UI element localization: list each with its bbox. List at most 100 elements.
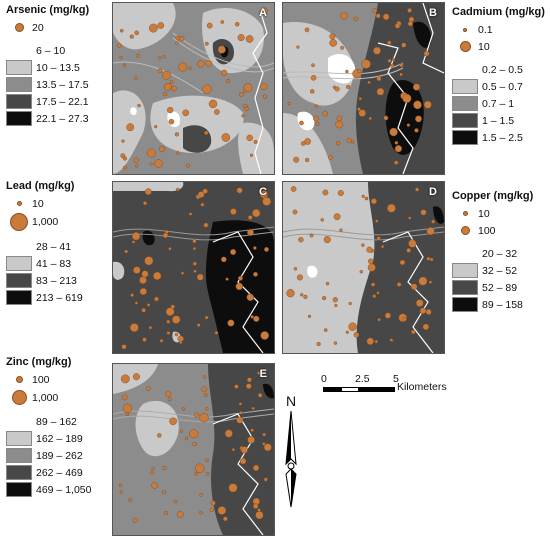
sample-point [206,471,210,476]
sample-point [350,140,355,144]
sample-point [361,194,365,198]
sample-point [372,294,377,299]
sample-point [250,428,254,432]
sample-point [132,373,140,381]
sample-point [253,246,257,250]
sample-point [159,338,164,343]
sample-point [422,323,430,331]
sample-point [423,50,430,57]
legend-class-label: 20 – 32 [482,247,518,260]
sample-point [192,246,197,251]
sample-point [370,282,376,287]
sample-point [136,53,141,58]
legend-title: Zinc (mg/kg) [6,356,72,368]
sample-point [162,490,167,495]
legend-class-row: 213 – 619 [6,289,83,306]
sample-point [192,261,197,266]
north-label: N [285,393,297,409]
sample-point-icon [463,27,467,32]
sample-point [261,7,268,14]
sample-point [149,162,153,166]
sample-point [169,80,174,85]
legend-class-row: 0.2 – 0.5 [452,61,545,78]
legend-point-row: 1,000 [6,388,91,407]
sample-point [234,22,240,27]
legend-point-row: 1,000 [6,212,83,232]
sample-point [257,508,261,512]
legend-class-row: 0.7 – 1 [452,95,545,112]
sample-point [298,237,304,243]
sample-point [415,187,420,192]
sample-point [180,271,185,275]
sample-point [204,41,209,46]
sample-point [189,429,199,439]
sample-point [188,66,192,70]
sample-point [244,106,249,111]
legend-class-row: 28 – 41 [6,238,83,255]
sample-point [380,244,385,249]
sample-point [122,403,133,413]
sample-point [353,16,358,21]
sample-point [311,63,315,68]
sample-point [320,218,324,222]
sample-point [389,127,398,137]
sample-point [202,188,208,194]
sample-point [217,45,226,54]
legend-point-label: 20 [32,21,44,34]
legend-point-row: 20 [6,19,89,36]
legend-point-row: 10 [452,38,545,55]
sample-point [221,133,231,142]
sample-point [357,107,361,111]
sample-point [119,28,124,33]
sample-point [130,293,134,297]
sample-point [374,339,379,344]
sample-point [419,307,427,314]
sample-point [325,281,330,286]
sample-point [193,269,197,273]
sample-point [153,271,162,281]
sample-point [313,115,319,122]
sample-point [383,115,389,121]
sample-point [367,263,376,272]
legend-class-row: 20 – 32 [452,245,533,262]
sample-point [137,103,141,108]
legend-class-row: 13.5 – 17.5 [6,76,89,93]
sample-point [239,92,244,97]
sample-point [329,33,336,40]
sample-point [389,338,393,342]
sample-point [141,308,146,313]
sample-point [387,40,392,45]
sample-point [296,45,300,49]
panel-label: B [429,7,437,19]
sample-point-icon [15,376,23,383]
map-panel-lead: C [112,181,275,354]
sample-point [167,397,172,402]
sample-point [340,11,348,20]
sample-point [252,503,259,509]
sample-point [169,417,177,426]
sample-point [165,307,175,316]
legend-point-row: 10 [452,205,533,222]
sample-point [236,187,243,194]
sample-point [429,257,434,262]
sample-point [224,429,233,438]
sample-point [246,377,252,383]
sample-point [375,219,379,223]
sample-point [375,13,381,19]
sample-point [228,483,238,493]
sample-point [368,116,372,120]
sample-point [253,464,260,472]
sample-point [221,256,227,263]
sample-point [300,293,304,297]
sample-point [204,315,209,320]
sample-point [135,164,139,168]
sample-point [348,301,352,306]
sample-point [309,233,314,238]
sample-point [174,132,179,137]
sample-point [121,139,125,143]
legend-class-row: 52 – 89 [452,279,533,296]
sample-point [199,412,209,423]
sample-point [146,148,156,158]
sample-point [376,76,382,82]
sample-point [163,510,168,515]
